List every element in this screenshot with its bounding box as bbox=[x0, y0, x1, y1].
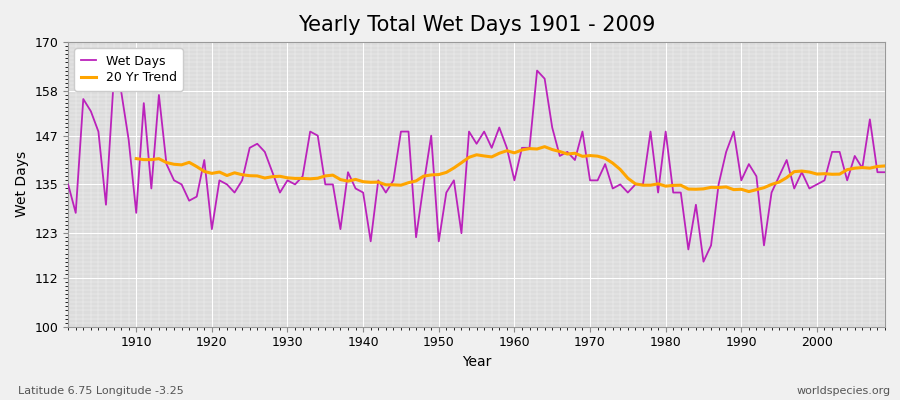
20 Yr Trend bbox=[130, 156, 141, 161]
Wet Days bbox=[532, 68, 543, 73]
Wet Days bbox=[608, 186, 618, 191]
Wet Days bbox=[698, 259, 709, 264]
Wet Days bbox=[501, 146, 512, 150]
20 Yr Trend bbox=[834, 172, 845, 176]
Text: Latitude 6.75 Longitude -3.25: Latitude 6.75 Longitude -3.25 bbox=[18, 386, 184, 396]
Wet Days bbox=[123, 137, 134, 142]
20 Yr Trend bbox=[517, 148, 527, 152]
Text: worldspecies.org: worldspecies.org bbox=[796, 386, 891, 396]
20 Yr Trend bbox=[539, 144, 550, 149]
20 Yr Trend bbox=[274, 174, 285, 179]
Wet Days bbox=[63, 182, 74, 187]
Line: 20 Yr Trend: 20 Yr Trend bbox=[136, 147, 885, 192]
20 Yr Trend bbox=[743, 189, 754, 194]
Line: Wet Days: Wet Days bbox=[68, 70, 885, 262]
Title: Yearly Total Wet Days 1901 - 2009: Yearly Total Wet Days 1901 - 2009 bbox=[298, 15, 655, 35]
20 Yr Trend bbox=[585, 153, 596, 158]
Wet Days bbox=[335, 227, 346, 232]
Wet Days bbox=[509, 178, 520, 183]
20 Yr Trend bbox=[857, 165, 868, 170]
20 Yr Trend bbox=[879, 164, 890, 168]
20 Yr Trend bbox=[305, 176, 316, 181]
Y-axis label: Wet Days: Wet Days bbox=[15, 151, 29, 218]
Legend: Wet Days, 20 Yr Trend: Wet Days, 20 Yr Trend bbox=[75, 48, 183, 91]
Wet Days bbox=[290, 182, 301, 187]
X-axis label: Year: Year bbox=[462, 355, 491, 369]
Wet Days bbox=[879, 170, 890, 175]
